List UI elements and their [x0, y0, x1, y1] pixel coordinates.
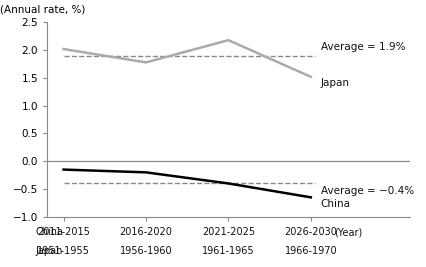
- Text: China: China: [36, 227, 64, 237]
- Text: Average = −0.4%: Average = −0.4%: [321, 186, 414, 196]
- Text: 2016-2020: 2016-2020: [120, 227, 173, 237]
- Text: 1961-1965: 1961-1965: [202, 246, 255, 256]
- Text: China: China: [321, 199, 351, 209]
- Text: (Annual rate, %): (Annual rate, %): [0, 5, 85, 15]
- Text: 1951-1955: 1951-1955: [37, 246, 90, 256]
- Text: 1966-1970: 1966-1970: [285, 246, 337, 256]
- Text: 2026-2030: 2026-2030: [285, 227, 337, 237]
- Text: 2021-2025: 2021-2025: [202, 227, 255, 237]
- Text: 2011-2015: 2011-2015: [37, 227, 90, 237]
- Text: Average = 1.9%: Average = 1.9%: [321, 42, 405, 52]
- Text: Japan: Japan: [36, 246, 63, 256]
- Text: Japan: Japan: [321, 78, 350, 88]
- Text: (Year): (Year): [334, 227, 363, 237]
- Text: 1956-1960: 1956-1960: [120, 246, 172, 256]
